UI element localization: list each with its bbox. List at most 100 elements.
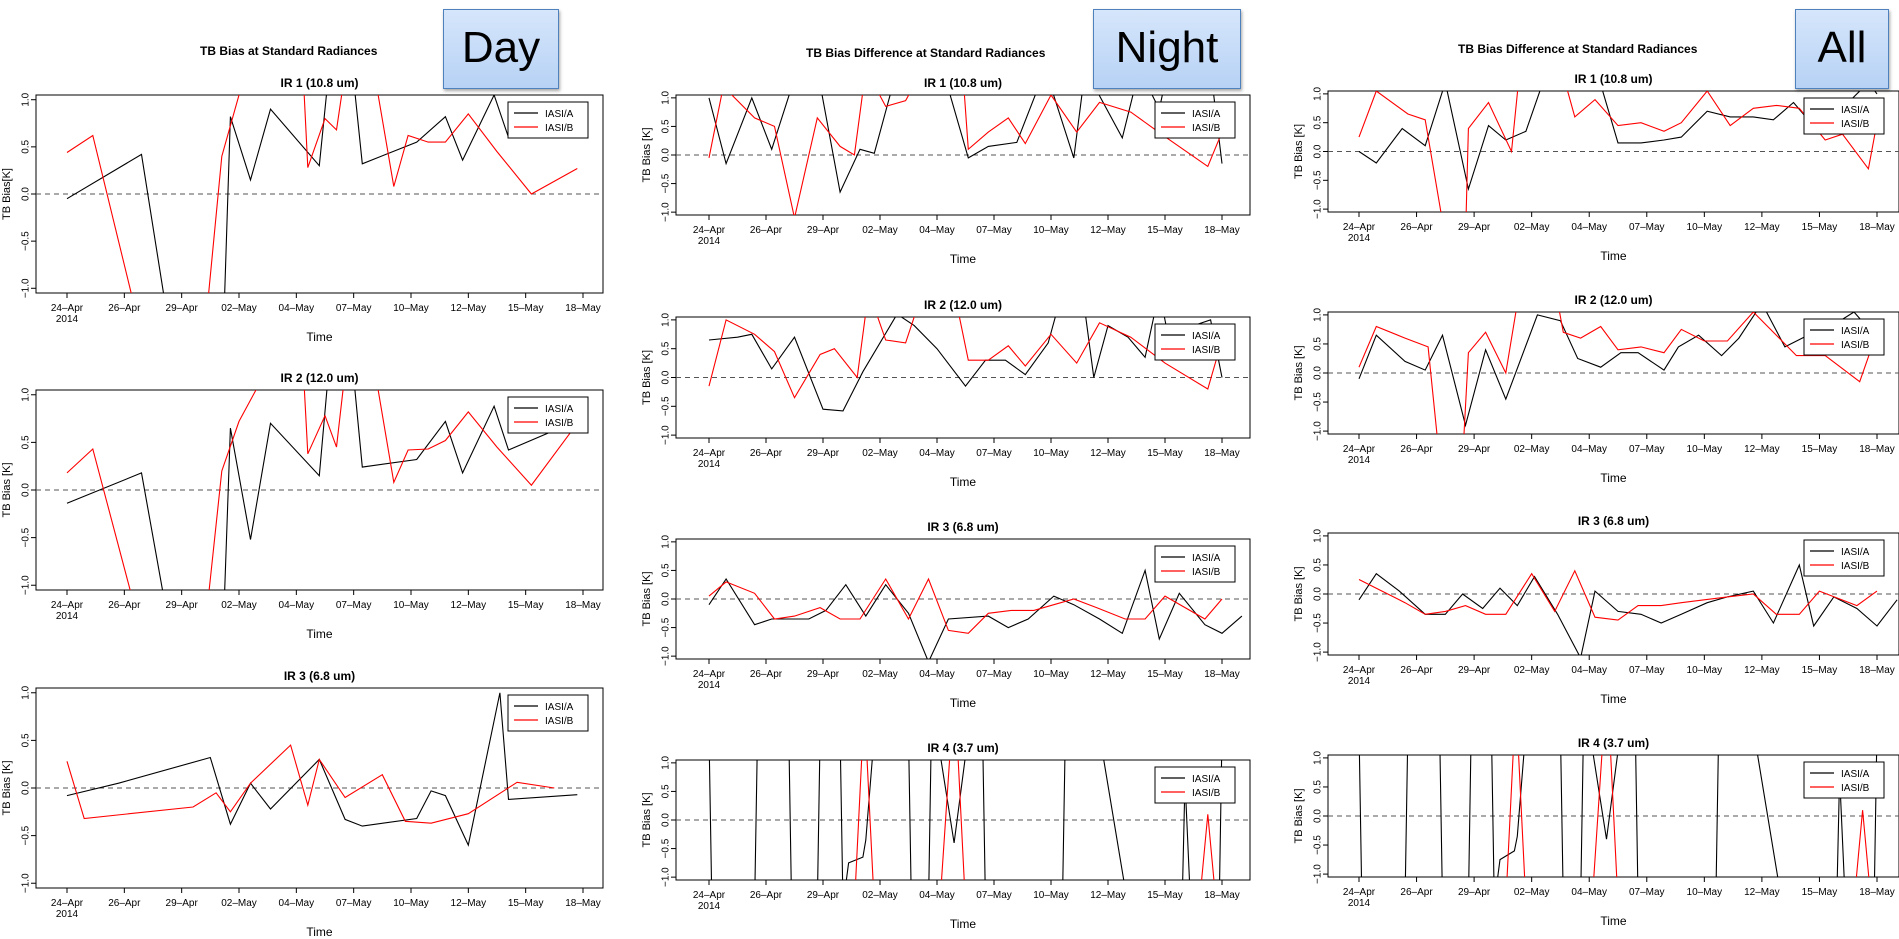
y-tick-label: 0.5 bbox=[661, 784, 672, 798]
chart-night-ir2: IR 2 (12.0 um) 1.0 0.5 0.0 −0.5 −1.0 TB Bias [… bbox=[641, 298, 1251, 489]
x-tick-label: 02–May bbox=[862, 669, 898, 680]
legend: IASI/A IASI/B bbox=[1803, 318, 1885, 356]
x-tick-label: 07–May bbox=[976, 225, 1012, 236]
chart-night-ir3: IR 3 (6.8 um) 1.0 0.5 0.0 −0.5 −1.0 TB Bias [K… bbox=[641, 520, 1251, 710]
column-title-all: TB Bias Difference at Standard Radiances bbox=[1458, 42, 1698, 56]
x-tick-label: 07–May bbox=[1629, 665, 1665, 676]
x-tick-label: 02–May bbox=[862, 448, 898, 459]
legend-box bbox=[1803, 761, 1885, 799]
legend-label: IASI/B bbox=[545, 123, 574, 134]
x-tick-label: 10–May bbox=[1033, 448, 1069, 459]
x-tick-label: 10–May bbox=[1687, 887, 1723, 898]
y-axis-label: TB Bias [K] bbox=[641, 792, 653, 847]
x-tick-label: 10–May bbox=[1687, 665, 1723, 676]
x-tick-label: 04–May bbox=[279, 898, 315, 909]
legend: IASI/A IASI/B bbox=[1154, 766, 1236, 804]
x-year-label: 2014 bbox=[56, 611, 79, 622]
badge-night: Night bbox=[1093, 9, 1241, 89]
legend-label: IASI/A bbox=[1841, 326, 1870, 337]
series-line-iasi-b bbox=[1358, 312, 1878, 434]
y-tick-label: 0.0 bbox=[661, 592, 672, 606]
x-tick-label: 29–Apr bbox=[807, 669, 840, 680]
legend-box bbox=[1154, 101, 1236, 139]
x-axis-label: Time bbox=[950, 696, 977, 710]
x-tick-label: 10–May bbox=[1033, 225, 1069, 236]
series-line-iasi-a bbox=[1358, 91, 1878, 192]
x-year-label: 2014 bbox=[698, 236, 721, 247]
y-tick-label: −1.0 bbox=[1313, 642, 1324, 662]
legend: IASI/A IASI/B bbox=[1154, 545, 1236, 583]
x-tick-label: 26–Apr bbox=[750, 225, 783, 236]
legend-label: IASI/B bbox=[545, 418, 574, 429]
x-tick-label: 26–Apr bbox=[750, 669, 783, 680]
x-tick-label: 24–Apr bbox=[693, 448, 726, 459]
legend-label: IASI/A bbox=[1192, 774, 1221, 785]
legend: IASI/A IASI/B bbox=[507, 101, 589, 139]
y-tick-label: 0.0 bbox=[661, 370, 672, 384]
panel-title: IR 4 (3.7 um) bbox=[1578, 736, 1649, 750]
badge-day: Day bbox=[443, 9, 559, 89]
legend: IASI/A IASI/B bbox=[1154, 101, 1236, 139]
x-tick-label: 24–Apr bbox=[693, 890, 726, 901]
x-tick-label: 02–May bbox=[1514, 444, 1550, 455]
x-tick-label: 07–May bbox=[1629, 444, 1665, 455]
x-tick-label: 15–May bbox=[1802, 665, 1838, 676]
x-year-label: 2014 bbox=[698, 459, 721, 470]
series-line-iasi-b bbox=[708, 95, 1223, 215]
legend-box bbox=[507, 101, 589, 139]
legend: IASI/A IASI/B bbox=[1803, 97, 1885, 135]
x-tick-label: 07–May bbox=[336, 303, 372, 314]
y-tick-label: −1.0 bbox=[21, 873, 32, 893]
y-tick-label: −1.0 bbox=[21, 575, 32, 595]
x-tick-label: 10–May bbox=[1687, 222, 1723, 233]
y-tick-label: −1.0 bbox=[661, 867, 672, 887]
x-tick-label: 04–May bbox=[919, 448, 955, 459]
y-tick-label: −0.5 bbox=[1313, 170, 1324, 190]
x-tick-label: 26–Apr bbox=[108, 898, 141, 909]
panel-title: IR 3 (6.8 um) bbox=[927, 520, 998, 534]
y-tick-label: 0.5 bbox=[21, 733, 32, 747]
panel-title: IR 1 (10.8 um) bbox=[924, 76, 1002, 90]
x-tick-label: 12–May bbox=[1090, 890, 1126, 901]
x-axis-label: Time bbox=[1600, 249, 1627, 263]
series-line-iasi-a bbox=[708, 317, 1223, 412]
y-tick-label: −0.5 bbox=[21, 825, 32, 845]
y-tick-label: 1.0 bbox=[1313, 529, 1324, 543]
x-tick-label: 12–May bbox=[1090, 669, 1126, 680]
legend-box bbox=[507, 396, 589, 434]
x-tick-label: 18–May bbox=[1204, 890, 1240, 901]
x-tick-label: 07–May bbox=[336, 898, 372, 909]
x-tick-label: 29–Apr bbox=[1458, 887, 1491, 898]
legend-box bbox=[507, 694, 589, 732]
x-tick-label: 29–Apr bbox=[807, 448, 840, 459]
legend-box bbox=[1803, 318, 1885, 356]
y-tick-label: 0.5 bbox=[1313, 558, 1324, 572]
x-tick-label: 02–May bbox=[221, 303, 257, 314]
y-tick-label: 0.0 bbox=[21, 187, 32, 201]
series-line-iasi-a bbox=[1358, 755, 1878, 877]
y-tick-label: 1.0 bbox=[661, 755, 672, 769]
legend-label: IASI/A bbox=[1192, 553, 1221, 564]
legend-label: IASI/A bbox=[1841, 105, 1870, 116]
y-tick-label: 0.0 bbox=[661, 813, 672, 827]
x-tick-label: 04–May bbox=[279, 600, 315, 611]
legend-label: IASI/B bbox=[545, 716, 574, 727]
y-tick-label: −0.5 bbox=[21, 527, 32, 547]
y-tick-label: 0.5 bbox=[661, 563, 672, 577]
panel-title: IR 1 (10.8 um) bbox=[1574, 72, 1652, 86]
x-axis-label: Time bbox=[306, 925, 333, 939]
x-tick-label: 29–Apr bbox=[166, 898, 199, 909]
x-tick-label: 26–Apr bbox=[1400, 222, 1433, 233]
x-tick-label: 04–May bbox=[1571, 444, 1607, 455]
x-tick-label: 18–May bbox=[1859, 444, 1895, 455]
x-tick-label: 15–May bbox=[508, 303, 544, 314]
y-tick-label: −1.0 bbox=[21, 278, 32, 298]
legend-label: IASI/B bbox=[1192, 567, 1221, 578]
x-tick-label: 18–May bbox=[565, 303, 601, 314]
x-year-label: 2014 bbox=[1348, 898, 1371, 909]
series-line-iasi-b bbox=[66, 744, 555, 824]
chart-night-ir4: IR 4 (3.7 um) 1.0 0.5 0.0 −0.5 −1.0 TB Bias [K… bbox=[641, 741, 1251, 931]
panel-title: IR 3 (6.8 um) bbox=[1578, 514, 1649, 528]
x-axis-label: Time bbox=[306, 627, 333, 641]
x-axis-label: Time bbox=[1600, 471, 1627, 485]
